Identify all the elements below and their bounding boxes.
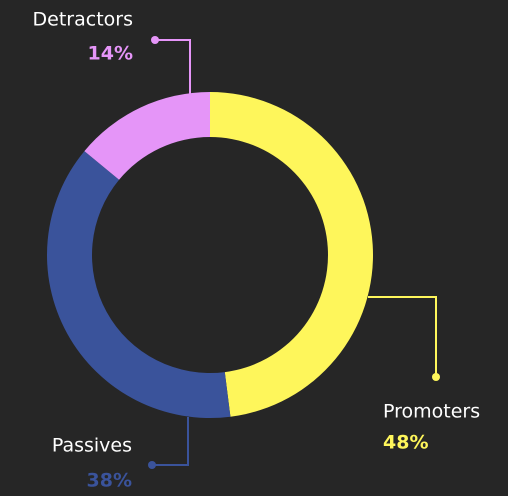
- slice-label: Passives: [52, 435, 132, 457]
- leader-dot: [148, 461, 156, 469]
- slice-value-label: 38%: [87, 470, 132, 492]
- slice-label: Detractors: [33, 9, 133, 31]
- slice-value-label: 14%: [88, 43, 133, 65]
- leader-line: [155, 39, 191, 95]
- leader-dot: [151, 36, 159, 44]
- slice-value-label: 48%: [383, 432, 428, 454]
- leader-line: [152, 417, 189, 466]
- slice-label: Promoters: [383, 401, 480, 423]
- leader-line: [368, 296, 437, 377]
- leader-dot: [432, 373, 440, 381]
- donut-slice: [46, 151, 231, 418]
- donut-slice: [84, 92, 210, 180]
- donut-slice: [210, 92, 374, 417]
